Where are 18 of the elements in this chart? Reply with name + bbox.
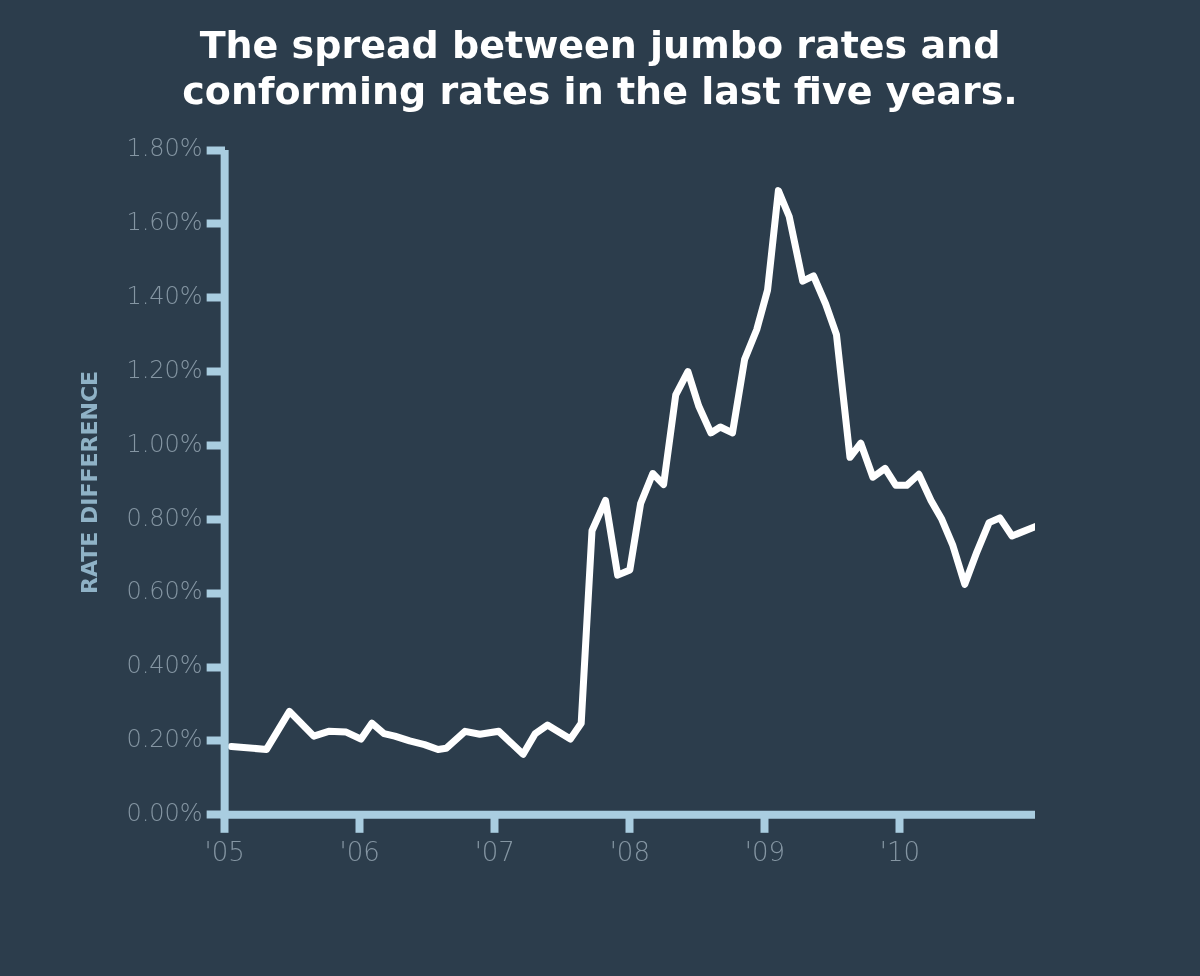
y-tick-label: 1.60% [126, 208, 203, 237]
y-tick-label: 1.40% [126, 281, 203, 310]
y-tick-label: 1.20% [126, 355, 203, 384]
y-tick-label: 0.80% [126, 503, 203, 532]
x-tick-label: '09 [744, 837, 785, 868]
x-tick-label: '06 [339, 837, 380, 868]
y-tick-label: 0.00% [126, 799, 203, 828]
x-tick-label: '10 [879, 837, 921, 868]
x-tick-label: '08 [609, 837, 650, 868]
y-tick-label: 1.00% [126, 429, 203, 458]
chart-title: The spread between jumbo rates and conforming rates in the last five years. [181, 22, 1019, 114]
y-tick-label: 0.40% [126, 651, 203, 680]
x-tick-label: '05 [204, 837, 245, 868]
y-axis-title: RATE DIFFERENCE [76, 370, 102, 594]
y-tick-label: 0.60% [126, 577, 203, 606]
y-tick-label: 0.20% [126, 725, 203, 754]
x-tick-label: '07 [474, 837, 515, 868]
y-tick-label: 1.80% [126, 134, 203, 163]
